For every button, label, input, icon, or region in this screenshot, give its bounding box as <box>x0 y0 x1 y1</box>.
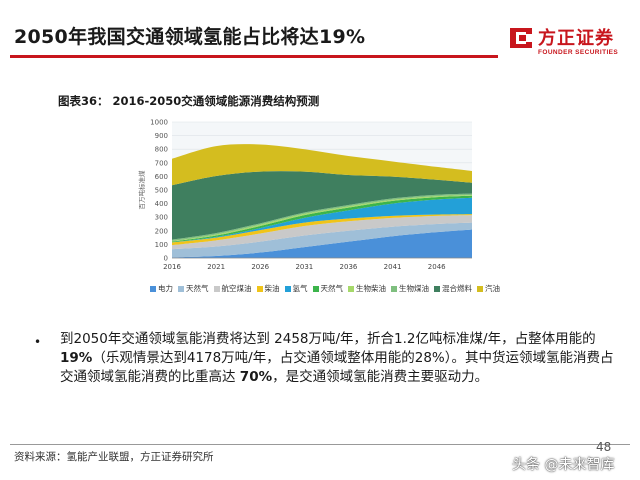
legend-label: 航空煤油 <box>221 284 252 293</box>
bullet-text-1: 到2050年交通领域氢能消费将达到 2458万吨/年，折合1.2亿吨标准煤/年，… <box>60 331 596 347</box>
y-tick-label: 400 <box>155 200 168 208</box>
chart-title: 图表36： 2016-2050交通领域能源消费结构预测 <box>58 94 320 108</box>
y-axis-label: 百万吨标准煤 <box>137 170 146 210</box>
legend-item: 混合燃料 <box>434 283 472 294</box>
area-series-7 <box>172 193 472 241</box>
y-tick-label: 700 <box>155 159 168 167</box>
legend-label: 氢气 <box>292 284 308 293</box>
legend-label: 电力 <box>158 284 173 293</box>
source-note: 资料来源：氢能产业联盟，方正证券研究所 <box>14 451 214 463</box>
legend-label: 天然气 <box>186 284 209 293</box>
legend-item: 电力 <box>150 283 173 294</box>
y-tick-label: 200 <box>155 227 168 235</box>
y-tick-label: 100 <box>155 241 168 249</box>
legend-label: 天然气 <box>320 284 344 293</box>
legend-swatch <box>348 285 354 292</box>
y-tick-label: 0 <box>164 255 168 263</box>
legend-item: 天然气 <box>312 283 344 294</box>
y-tick-label: 1000 <box>150 119 168 127</box>
legend-item: 柴油 <box>256 283 280 294</box>
bullet-paragraph: 到2050年交通领域氢能消费将达到 2458万吨/年，折合1.2亿吨标准煤/年，… <box>60 330 620 387</box>
y-tick-label: 800 <box>155 146 168 154</box>
legend-swatch <box>213 285 220 292</box>
bullet-text-2: （乐观情景达到4178万吨/年，占交通领域整体用能的28%）。其中货运领域氢能消… <box>60 350 614 385</box>
legend-swatch <box>434 285 440 292</box>
bullet-bold-2: 70% <box>239 369 273 385</box>
y-tick-label: 500 <box>155 187 168 195</box>
legend-item: 生物柴油 <box>348 283 386 294</box>
legend-label: 混合燃料 <box>442 284 472 293</box>
y-tick-label: 600 <box>155 173 168 181</box>
legend-item: 航空煤油 <box>213 283 252 294</box>
footer-divider <box>10 444 630 445</box>
legend-swatch <box>284 285 291 292</box>
legend-swatch <box>477 285 483 292</box>
legend-item: 天然气 <box>178 283 209 294</box>
legend-swatch <box>256 285 263 292</box>
legend-swatch <box>178 285 184 292</box>
area-series-4 <box>172 197 472 243</box>
bullet-bold-1: 19% <box>60 350 93 366</box>
x-tick-label: 2026 <box>251 263 269 271</box>
area-series-0 <box>172 229 472 258</box>
page-number: 48 <box>596 440 612 454</box>
legend-label: 生物柴油 <box>356 284 386 293</box>
legend-item: 汽油 <box>477 283 500 294</box>
x-tick-label: 2046 <box>428 263 446 271</box>
x-tick-label: 2036 <box>340 263 358 271</box>
legend-swatch <box>391 285 397 292</box>
chart-legend: 电力 天然气 航空煤油 柴油 氢气 天然气 生物柴油 生物煤油 混合燃料 汽油 <box>150 283 500 294</box>
x-tick-label: 2016 <box>163 263 181 271</box>
founder-logo-icon <box>510 28 532 48</box>
area-series-8 <box>172 171 472 240</box>
legend-label: 柴油 <box>264 284 280 293</box>
x-tick-label: 2031 <box>295 263 313 271</box>
area-series-2 <box>172 215 472 250</box>
area-series-9 <box>172 144 472 186</box>
x-tick-label: 2021 <box>207 263 225 271</box>
watermark: 头条 @未来智库 <box>512 457 615 473</box>
legend-swatch <box>150 285 156 292</box>
logo-name-cn: 方正证券 <box>538 28 614 49</box>
area-series-6 <box>172 195 472 242</box>
page-title: 2050年我国交通领域氢能占比将达19% <box>14 26 366 48</box>
company-logo: 方正证券 FOUNDER SECURITIES <box>506 20 634 60</box>
y-tick-label: 900 <box>155 132 168 140</box>
area-series-5 <box>172 195 472 243</box>
title-divider <box>10 55 498 58</box>
energy-consumption-chart: 0 100 200 300 400 500 600 700 800 900 1000 百万吨标准煤 20… <box>137 119 472 271</box>
legend-label: 生物煤油 <box>399 284 429 293</box>
x-tick-label: 2041 <box>384 263 402 271</box>
area-series-1 <box>172 222 472 258</box>
area-series-3 <box>172 214 472 246</box>
y-tick-label: 300 <box>155 214 168 222</box>
bullet-dot: • <box>34 335 42 349</box>
legend-item: 氢气 <box>284 283 308 294</box>
legend-label: 汽油 <box>485 284 500 293</box>
legend-swatch <box>312 285 319 292</box>
bullet-text-3: ，是交通领域氢能消费主要驱动力。 <box>272 369 489 385</box>
logo-name-en: FOUNDER SECURITIES <box>538 49 619 56</box>
legend-item: 生物煤油 <box>391 283 429 294</box>
